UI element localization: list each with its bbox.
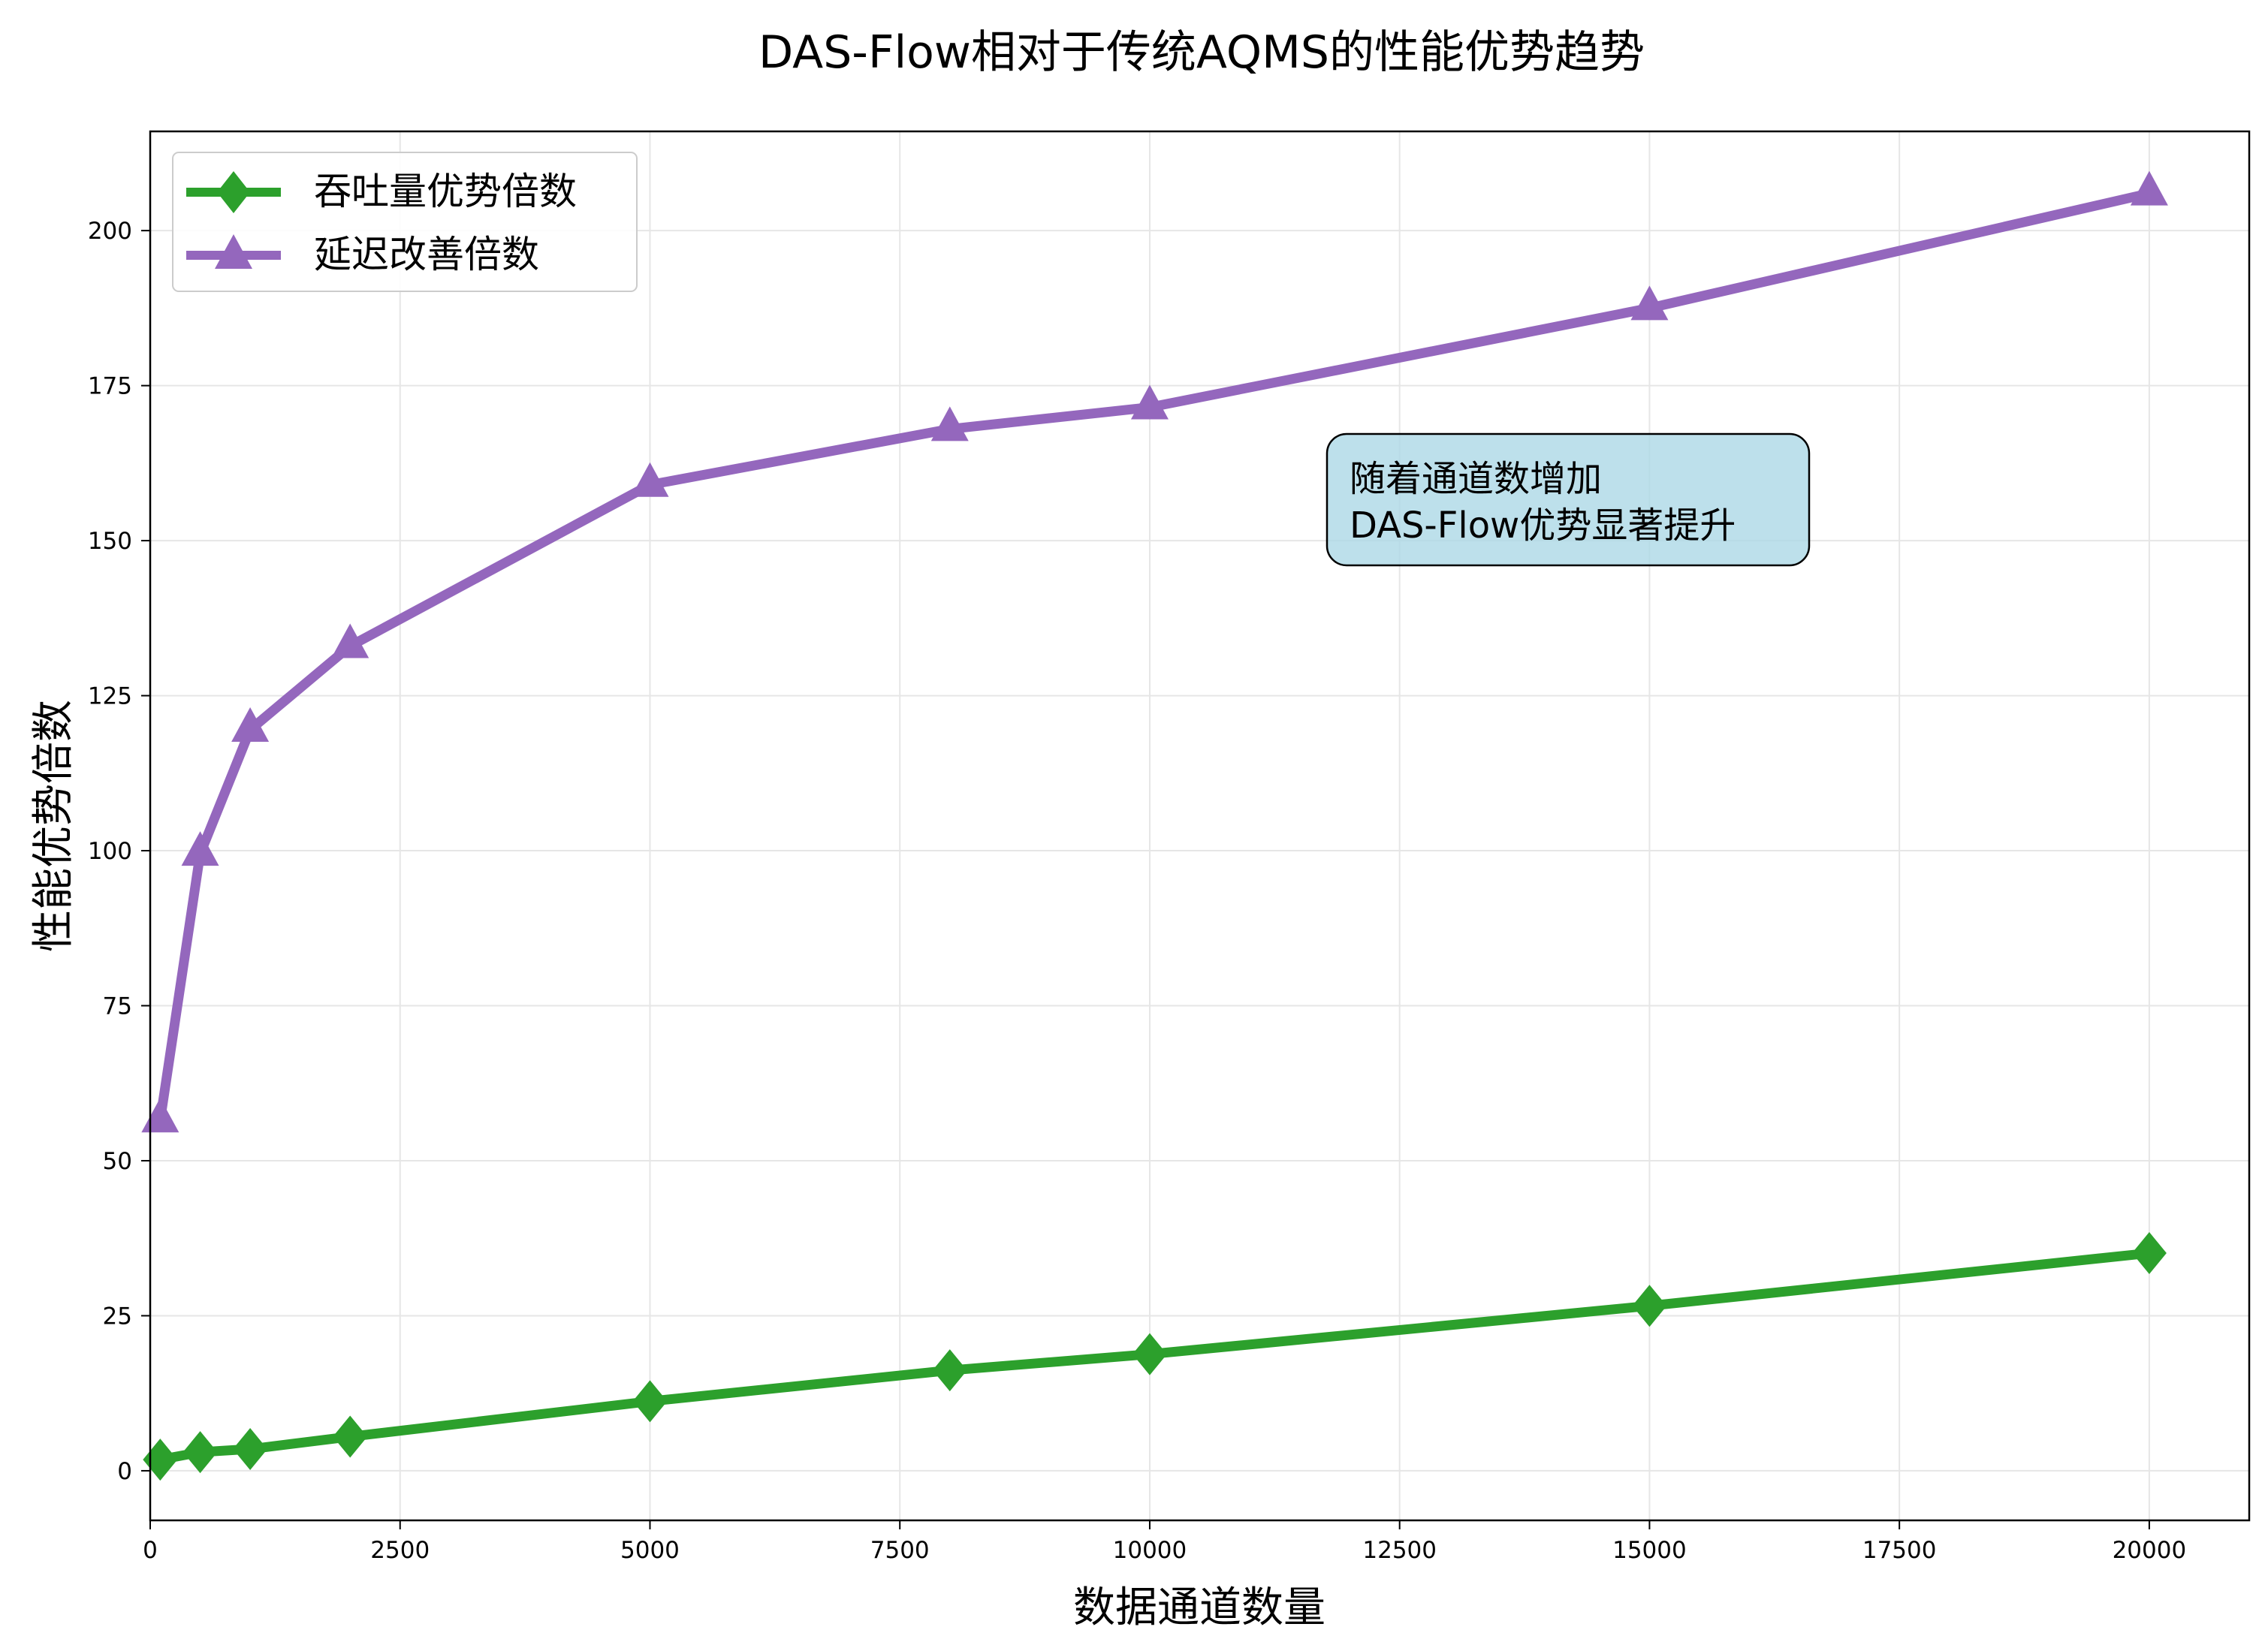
x-tick-label: 5000 [620,1537,680,1564]
grid-lines [149,131,2249,1520]
y-tick-label: 100 [88,838,132,865]
latency-point [1130,384,1169,420]
x-tick-label: 20000 [2113,1537,2187,1564]
y-tick-label: 50 [103,1148,132,1175]
throughput-point [1132,1333,1167,1375]
legend-marker-latency [215,234,252,269]
chart-title: DAS-Flow相对于传统AQMS的性能优势趋势 [759,26,1645,79]
legend-label-latency: 延迟改善倍数 [314,233,539,276]
annotation: 随着通道数增加 DAS-Flow优势显著提升 [1326,432,1811,567]
latency-point [181,831,219,866]
throughput-point [932,1349,967,1392]
y-axis-label: 性能优势倍数 [29,700,78,952]
y-tick-label: 175 [88,373,132,400]
latency-point [141,1098,179,1133]
latency-point [2130,170,2168,206]
throughput-point [632,1380,668,1423]
latency-point [231,707,270,742]
y-tick-label: 25 [103,1303,132,1330]
legend-marker-throughput [217,171,250,213]
latency-point [631,462,669,497]
plot-frame [149,130,2251,1522]
latency-series-line [155,188,2155,1125]
x-axis: 0 2500 5000 7500 10000 12500 15000 17500 20000 [143,1520,2186,1564]
throughput-point [233,1428,268,1471]
x-axis-label: 数据通道数量 [1073,1583,1326,1632]
y-tick-label: 200 [88,218,132,245]
y-tick-label: 75 [103,993,132,1020]
y-tick-label: 150 [88,528,132,555]
y-axis: 0 25 50 75 100 125 150 175 200 [88,218,150,1485]
x-tick-label: 7500 [870,1537,930,1564]
x-tick-label: 2500 [370,1537,430,1564]
latency-point [930,406,969,441]
x-tick-label: 12500 [1362,1537,1437,1564]
throughput-point [182,1431,218,1474]
legend: 吞吐量优势倍数 延迟改善倍数 [172,152,638,292]
throughput-point [2131,1232,2167,1275]
x-tick-label: 0 [143,1537,158,1564]
series-layer [141,170,2168,1481]
x-tick-label: 17500 [1862,1537,1937,1564]
annotation-line-2: DAS-Flow优势显著提升 [1350,505,1736,547]
throughput-point [333,1415,368,1458]
legend-box [172,152,638,292]
y-tick-label: 0 [117,1458,132,1485]
annotation-line-1: 随着通道数增加 [1350,458,1602,500]
x-tick-label: 15000 [1612,1537,1687,1564]
throughput-point [1632,1285,1667,1327]
y-tick-label: 125 [88,683,132,710]
throughput-point [143,1439,178,1481]
latency-point [331,623,369,658]
legend-label-throughput: 吞吐量优势倍数 [314,170,577,213]
annotation-box [1326,432,1811,567]
latency-point [1630,285,1669,321]
x-tick-label: 10000 [1113,1537,1187,1564]
